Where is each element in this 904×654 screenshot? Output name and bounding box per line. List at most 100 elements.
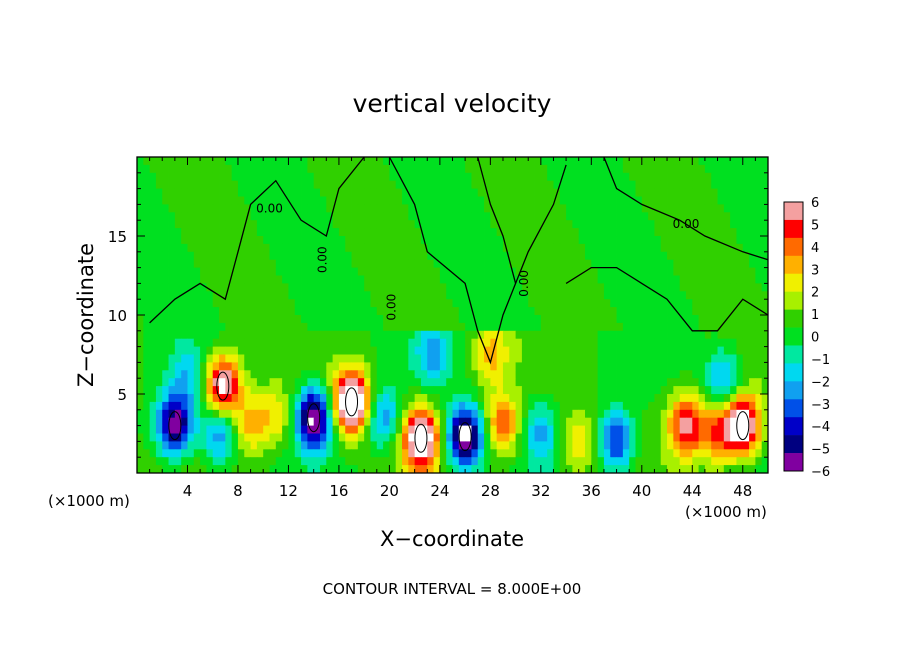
heat-cell [338,465,346,474]
heat-cell [446,188,453,197]
heat-cell [244,417,251,426]
heat-cell [389,196,397,205]
heat-cell [244,378,251,387]
heat-cell [256,449,264,458]
heat-cell [654,338,662,347]
heat-cell [414,433,422,442]
heat-cell [332,441,340,450]
heat-cell [332,401,340,411]
heat-cell [452,449,460,458]
heat-cell [313,417,321,426]
heat-cell [225,259,233,268]
heat-cell [547,267,554,276]
heat-cell [395,394,403,403]
heat-cell [521,338,529,347]
heat-cell [162,299,169,308]
heat-cell [263,236,270,245]
heat-cell [528,362,535,371]
heat-cell [730,394,737,403]
heat-cell [553,441,561,450]
heat-cell [635,386,643,395]
heat-cell [237,386,245,395]
heat-cell [515,275,523,284]
heat-cell [490,449,498,458]
heat-cell [420,409,428,419]
heat-cell [282,180,289,189]
heat-cell [263,164,270,174]
heat-cell [155,394,163,403]
heat-cell [137,338,144,347]
heat-cell [155,346,163,355]
heat-cell [187,236,195,245]
heat-cell [174,362,182,371]
heat-cell [591,291,599,300]
heat-cell [534,457,542,466]
heat-cell [559,449,567,458]
heat-cell [559,172,567,182]
heat-cell [269,267,277,276]
heat-cell [231,228,239,237]
heat-cell [471,251,479,261]
heat-cell [685,204,693,213]
heat-cell [149,220,157,229]
heat-cell [301,251,308,261]
heat-cell [338,354,346,363]
heat-cell [269,346,277,355]
heat-cell [200,425,207,434]
heat-cell [269,164,277,174]
heat-cell [736,322,744,332]
heat-cell [660,307,668,316]
heat-cell [231,433,239,442]
heat-cell [402,307,409,316]
heat-cell [509,243,516,253]
heat-cell [723,299,731,308]
heat-cell [685,275,693,284]
heat-cell [502,307,510,316]
heat-cell [212,283,220,292]
heat-cell [528,433,535,442]
heat-cell [282,157,289,166]
heat-cell [622,409,630,419]
peak-contour [216,371,230,401]
heat-cell [275,465,283,474]
heat-cell [427,212,434,221]
heat-cell [168,188,176,197]
heat-cell [364,330,371,340]
heat-cell [168,180,176,189]
heat-cell [357,386,365,395]
heat-cell [143,401,151,411]
heat-cell [679,441,687,450]
heat-cell [534,259,542,268]
heat-cell [465,330,472,340]
heat-cell [515,330,523,340]
heat-cell [547,433,554,442]
heat-cell [484,449,491,458]
heat-cell [648,267,655,276]
heat-cell [553,172,561,182]
heat-cell [603,275,611,284]
heat-cell [250,409,258,419]
heat-cell [736,346,744,355]
heat-cell [452,409,460,419]
heat-cell [383,259,390,268]
heat-cell [667,236,674,245]
heat-cell [755,180,763,189]
heat-cell [641,236,649,245]
heat-cell [187,354,195,363]
heat-cell [149,291,157,300]
heat-cell [301,417,308,426]
heat-cell [231,212,239,221]
heat-cell [181,338,188,347]
heat-cell [660,259,668,268]
heat-cell [414,188,422,197]
heat-cell [547,172,554,182]
heat-cell [761,378,769,387]
heat-cell [307,259,315,268]
heat-cell [597,425,605,434]
x-tick-label: 16 [329,482,348,500]
heat-cell [174,425,182,434]
heat-cell [420,425,428,434]
heat-cell [698,322,706,332]
heat-cell [174,457,182,466]
